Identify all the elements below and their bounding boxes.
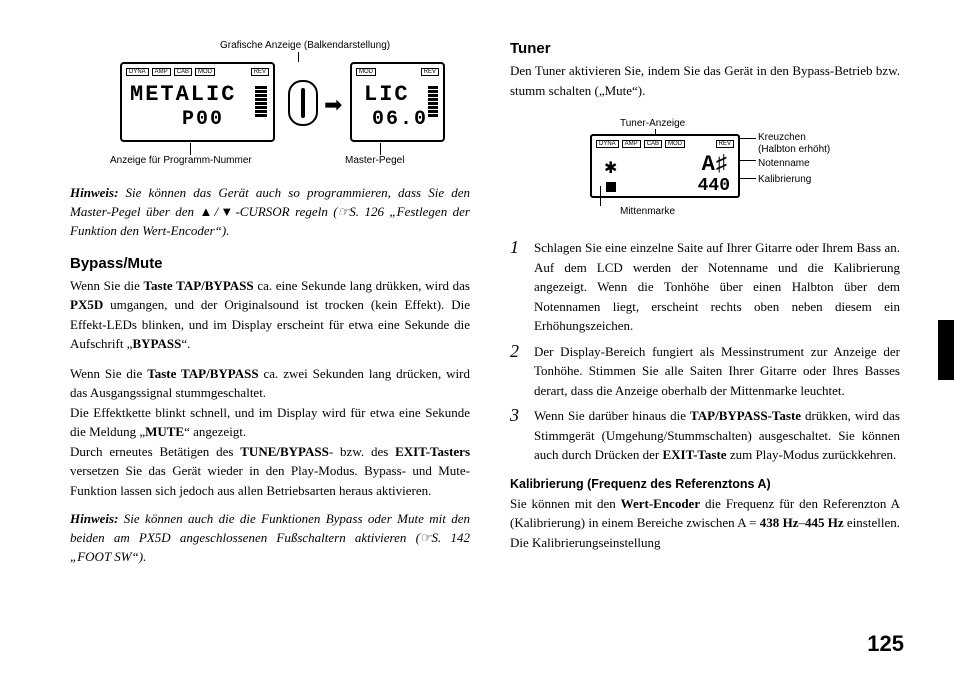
lcd-display-figure: Grafische Anzeige (Balkendarstellung) DY… xyxy=(70,40,450,170)
left-column: Grafische Anzeige (Balkendarstellung) DY… xyxy=(70,40,470,610)
right-column: Tuner Den Tuner aktivieren Sie, indem Si… xyxy=(510,40,900,610)
label-kreuzchen: Kreuzchen xyxy=(758,132,806,143)
segment-text-metalic: METALIC xyxy=(130,82,236,107)
label-master-level: Master-Pegel xyxy=(345,155,404,166)
chip-mod: MOD xyxy=(195,68,215,76)
label-kalibrierung: Kalibrierung xyxy=(758,174,811,185)
step-3: 3 Wenn Sie darüber hinaus die TAP/BYPASS… xyxy=(510,406,900,465)
segment-text-lic: LIC xyxy=(364,82,410,107)
page-number: 125 xyxy=(867,631,904,657)
para-tuner-intro: Den Tuner aktivieren Sie, indem Sie das … xyxy=(510,61,900,100)
step-1: 1 Schlagen Sie eine einzelne Saite auf I… xyxy=(510,238,900,336)
tchip-dyna: DYNA xyxy=(596,140,619,148)
tuner-midmark-icon xyxy=(606,182,616,192)
lcd-main: DYNA AMP CAB MOD REV METALIC P00 xyxy=(120,62,275,142)
tchip-mod: MOD xyxy=(665,140,685,148)
step-2: 2 Der Display-Bereich fungiert als Messi… xyxy=(510,342,900,401)
note-footswitch: Hinweis: Sie können auch die die Funktio… xyxy=(70,510,470,567)
label-graphic-display: Grafische Anzeige (Balkendarstellung) xyxy=(220,40,390,51)
label-program-number: Anzeige für Programm-Nummer xyxy=(110,155,252,166)
step-num-1: 1 xyxy=(510,238,524,336)
tuner-note-text: A♯ xyxy=(702,152,728,177)
tchip-amp: AMP xyxy=(622,140,641,148)
heading-tuner: Tuner xyxy=(510,40,900,57)
chip-rev: REV xyxy=(251,68,269,76)
label-tuner-anzeige: Tuner-Anzeige xyxy=(620,118,685,129)
step-num-2: 2 xyxy=(510,342,524,401)
para-bypass-2: Wenn Sie die Taste TAP/BYPASS ca. zwei S… xyxy=(70,364,470,501)
chip-amp: AMP xyxy=(152,68,171,76)
segment-text-060: 06.0 xyxy=(372,108,428,131)
arrow-right-icon: ➡ xyxy=(324,92,342,118)
chip-mod-2: MOD xyxy=(356,68,376,76)
para-calib: Sie können mit den Wert-Encoder die Freq… xyxy=(510,494,900,553)
side-tab-marker xyxy=(938,320,954,380)
chip-cab: CAB xyxy=(174,68,192,76)
tuner-lcd: DYNA AMP CAB MOD REV ✱ A♯ 440 xyxy=(590,134,740,198)
page-content: Grafische Anzeige (Balkendarstellung) DY… xyxy=(70,40,904,610)
label-halbton: (Halbton erhöht) xyxy=(758,144,830,155)
note-master-level: Hinweis: Sie können das Gerät auch so pr… xyxy=(70,184,470,241)
tchip-rev: REV xyxy=(716,140,734,148)
tuner-needle-icon: ✱ xyxy=(604,158,617,178)
encoder-knob-icon xyxy=(288,80,318,126)
chip-dyna: DYNA xyxy=(126,68,149,76)
heading-bypass-mute: Bypass/Mute xyxy=(70,255,470,272)
tuner-display-figure: Tuner-Anzeige DYNA AMP CAB MOD REV ✱ A♯ … xyxy=(540,118,900,228)
lcd-secondary: MOD REV LIC 06.0 xyxy=(350,62,445,142)
label-notenname: Notenname xyxy=(758,158,810,169)
tuner-cal-text: 440 xyxy=(698,176,730,196)
heading-kalibrierung: Kalibrierung (Frequenz des Referenztons … xyxy=(510,477,900,491)
step-num-3: 3 xyxy=(510,406,524,465)
bar-meter-2-icon xyxy=(428,86,438,136)
chip-rev-2: REV xyxy=(421,68,439,76)
tchip-cab: CAB xyxy=(644,140,662,148)
segment-text-p00: P00 xyxy=(182,108,224,131)
bar-meter-icon xyxy=(255,86,267,136)
label-mittenmarke: Mittenmarke xyxy=(620,206,675,217)
para-bypass-1: Wenn Sie die Taste TAP/BYPASS ca. eine S… xyxy=(70,276,470,354)
